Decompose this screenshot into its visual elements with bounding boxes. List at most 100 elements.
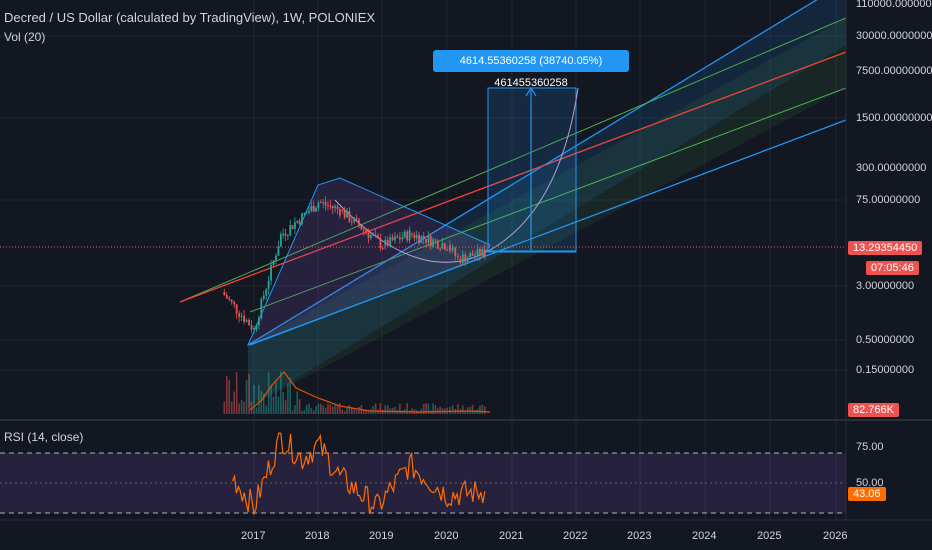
volume-bar (464, 410, 467, 414)
candle-body (308, 210, 310, 213)
volume-bar (235, 372, 238, 414)
candle-body (327, 205, 329, 207)
candle-body (466, 257, 469, 262)
channel-inner-band (248, 18, 846, 408)
volume-bar (308, 403, 310, 414)
volume-bar (439, 406, 441, 414)
candle-body (429, 235, 432, 247)
candle-body (391, 237, 394, 241)
volume-bar (258, 385, 260, 414)
channel-upper-band (248, 0, 846, 408)
candle-body (248, 320, 250, 326)
candle-body (379, 238, 382, 248)
volume-bar (294, 405, 296, 414)
volume-bar (272, 396, 275, 414)
candle-body (441, 243, 444, 249)
candle-body (372, 234, 375, 236)
volume-bar (367, 410, 370, 414)
volume-bar (315, 406, 317, 414)
volume-ma-line (249, 371, 491, 413)
candle-body (286, 235, 289, 237)
volume-bar (420, 408, 423, 414)
volume-bar (324, 407, 327, 414)
volume-bar (353, 407, 355, 414)
volume-bar (243, 401, 245, 414)
candle-body (369, 234, 372, 239)
candle-body (233, 301, 236, 305)
volume-bar (479, 405, 481, 414)
volume-bar (474, 410, 476, 414)
candle-body (348, 211, 351, 222)
volume-bar (425, 403, 427, 414)
volume-bar (291, 410, 294, 414)
volume-bar (422, 404, 425, 414)
candle-body (322, 202, 325, 204)
volume-bar (399, 403, 401, 414)
candle-body (353, 218, 356, 223)
candle-body (272, 260, 275, 265)
candle-body (396, 236, 399, 238)
candle-body (291, 225, 294, 229)
time-tick: 2019 (369, 530, 394, 542)
volume-bar (355, 409, 358, 414)
candle-body (415, 234, 418, 239)
rsi-tick-75: 75.00 (856, 441, 884, 453)
rsi-indicator-label[interactable]: RSI (14, close) (4, 430, 84, 444)
volume-bar (319, 403, 322, 414)
volume-bar (384, 405, 387, 414)
volume-value-badge: 82.766K (848, 403, 899, 417)
volume-bar (248, 373, 250, 414)
channel-upper-line (247, 0, 818, 346)
volume-bar (233, 391, 235, 414)
volume-bar (277, 396, 280, 414)
candle-body (377, 235, 379, 239)
volume-bar (348, 405, 351, 414)
rsi-tick-50: 50.00 (856, 477, 884, 489)
time-tick: 2026 (823, 530, 848, 542)
price-tick: 110000.00000000 (856, 0, 932, 10)
candle-body (279, 234, 282, 247)
volume-bar (250, 401, 253, 414)
candle-body (471, 253, 474, 256)
chart-title: Decred / US Dollar (calculated by Tradin… (4, 10, 376, 25)
volume-bar (312, 410, 315, 414)
measure-box (487, 87, 577, 253)
candle-body (238, 313, 241, 317)
candle-body (240, 315, 243, 317)
volume-bar (336, 405, 339, 414)
volume-bar (280, 371, 282, 414)
candle-body (422, 235, 425, 239)
volume-bar (228, 379, 231, 414)
candle-body (343, 210, 346, 218)
rsi-line (231, 432, 486, 516)
candle-body (282, 233, 285, 236)
measure-tooltip: 4614.55360258 (38740.05%) 461455360258 (433, 50, 629, 89)
candle-body (277, 246, 280, 256)
channel-upper-mid-line (179, 17, 846, 303)
volume-bar (341, 409, 344, 414)
volume-bar (282, 392, 284, 414)
price-tick: 7500.00000000 (856, 65, 932, 77)
candle-body (454, 247, 457, 256)
candle-body (439, 248, 442, 250)
time-tick: 2023 (627, 530, 652, 542)
candle-body (235, 304, 238, 314)
volume-bar (301, 410, 303, 414)
price-tick: 300.00000000 (856, 162, 927, 174)
candle-body (401, 237, 404, 240)
candle-body (386, 239, 389, 246)
volume-bar (267, 372, 270, 414)
volume-indicator-label[interactable]: Vol (20) (4, 30, 46, 44)
candle-body (403, 231, 406, 238)
candle-body (358, 219, 360, 226)
time-tick: 2018 (305, 530, 330, 542)
candle-body (406, 231, 409, 241)
volume-bar (289, 377, 292, 414)
volume-bar (238, 403, 240, 414)
volume-bar (260, 391, 263, 414)
candle-body (331, 205, 334, 208)
time-tick: 2024 (692, 530, 717, 542)
candle-body (253, 328, 255, 330)
volume-bar (334, 404, 336, 414)
